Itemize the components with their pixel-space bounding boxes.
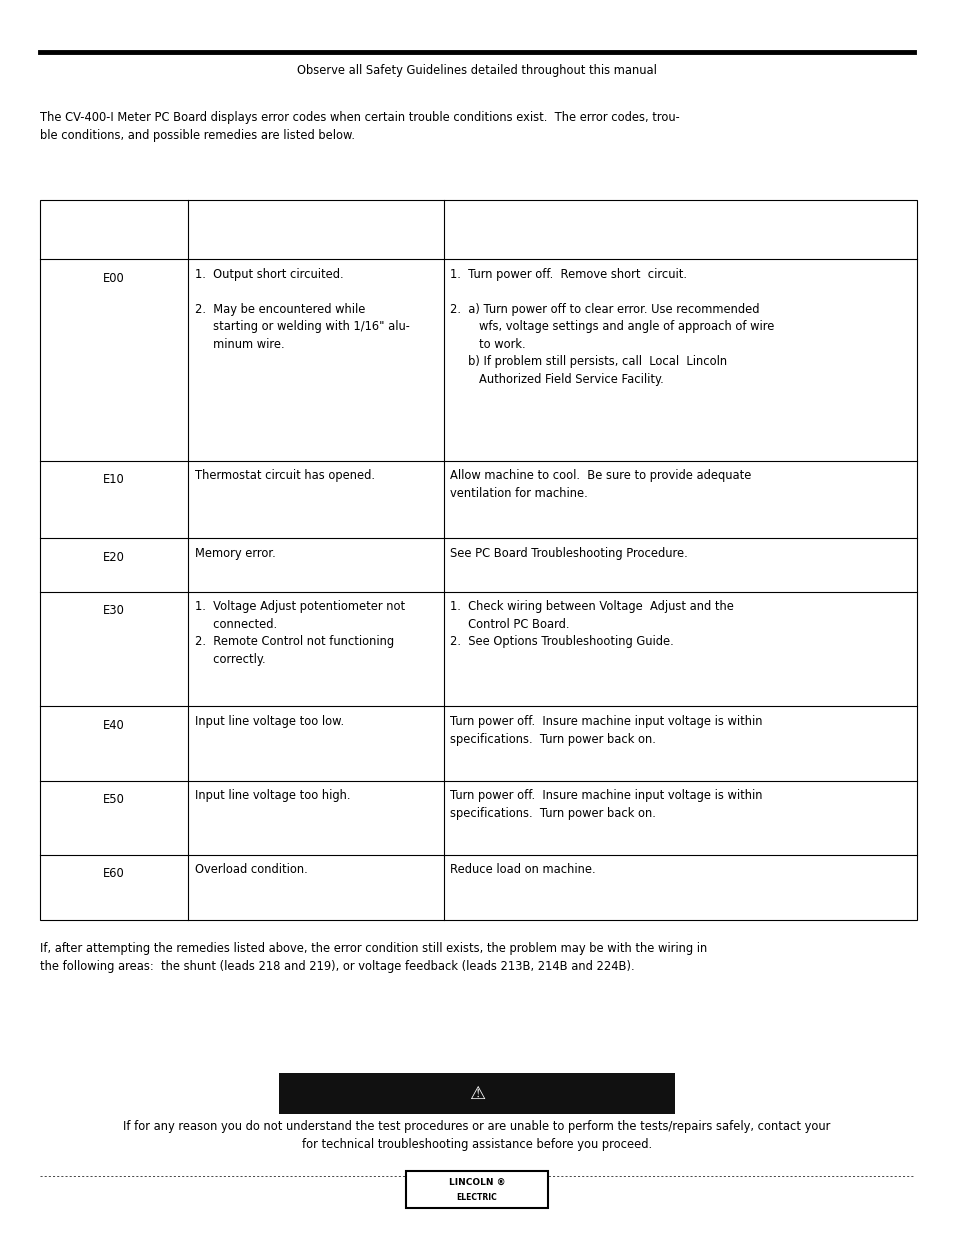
Text: Turn power off.  Insure machine input voltage is within
specifications.  Turn po: Turn power off. Insure machine input vol… [450, 789, 762, 820]
Text: E00: E00 [103, 272, 125, 285]
Text: Turn power off.  Insure machine input voltage is within
specifications.  Turn po: Turn power off. Insure machine input vol… [450, 715, 762, 746]
Text: 1.  Voltage Adjust potentiometer not
     connected.
2.  Remote Control not func: 1. Voltage Adjust potentiometer not conn… [194, 600, 404, 666]
Text: If for any reason you do not understand the test procedures or are unable to per: If for any reason you do not understand … [123, 1120, 830, 1151]
Text: E10: E10 [103, 473, 125, 487]
Text: E60: E60 [103, 867, 125, 881]
Text: Memory error.: Memory error. [194, 547, 275, 561]
Text: Reduce load on machine.: Reduce load on machine. [450, 863, 596, 877]
Text: Observe all Safety Guidelines detailed throughout this manual: Observe all Safety Guidelines detailed t… [296, 64, 657, 78]
Text: Overload condition.: Overload condition. [194, 863, 307, 877]
Bar [40, 200, 916, 920]
Text: If, after attempting the remedies listed above, the error condition still exists: If, after attempting the remedies listed… [40, 942, 706, 973]
Text: E50: E50 [103, 793, 125, 806]
Text: Input line voltage too low.: Input line voltage too low. [194, 715, 343, 729]
Text: See PC Board Troubleshooting Procedure.: See PC Board Troubleshooting Procedure. [450, 547, 687, 561]
Bar [278, 1073, 675, 1114]
Text: 1.  Output short circuited.

2.  May be encountered while
     starting or weldi: 1. Output short circuited. 2. May be enc… [194, 268, 409, 351]
Text: Thermostat circuit has opened.: Thermostat circuit has opened. [194, 469, 375, 483]
Text: Allow machine to cool.  Be sure to provide adequate
ventilation for machine.: Allow machine to cool. Be sure to provid… [450, 469, 751, 500]
Text: E30: E30 [103, 604, 125, 618]
Text: 1.  Check wiring between Voltage  Adjust and the
     Control PC Board.
2.  See : 1. Check wiring between Voltage Adjust a… [450, 600, 734, 648]
Text: 1.  Turn power off.  Remove short  circuit.

2.  a) Turn power off to clear erro: 1. Turn power off. Remove short circuit.… [450, 268, 774, 387]
Text: Input line voltage too high.: Input line voltage too high. [194, 789, 350, 803]
Text: ELECTRIC: ELECTRIC [456, 1193, 497, 1202]
Bar [406, 1171, 547, 1208]
Text: The CV-400-I Meter PC Board displays error codes when certain trouble conditions: The CV-400-I Meter PC Board displays err… [40, 111, 679, 142]
Text: E40: E40 [103, 719, 125, 732]
Text: LINCOLN ®: LINCOLN ® [448, 1178, 505, 1187]
Text: ⚠: ⚠ [469, 1084, 484, 1103]
Text: E20: E20 [103, 551, 125, 564]
